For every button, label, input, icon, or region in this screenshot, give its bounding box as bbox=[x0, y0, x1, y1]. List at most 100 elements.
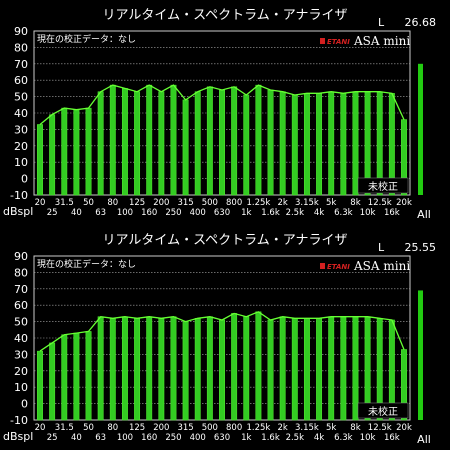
x-tick-label: 1k bbox=[241, 433, 251, 443]
all-level-bar bbox=[418, 63, 423, 195]
y-tick-label: -10 bbox=[10, 414, 28, 427]
x-tick-label: 100 bbox=[117, 433, 133, 443]
x-tick-label: 630 bbox=[214, 208, 230, 218]
y-tick-label: 90 bbox=[14, 25, 28, 38]
x-tick-label: 5k bbox=[326, 198, 336, 208]
y-tick-label: 80 bbox=[14, 41, 28, 54]
all-level-bar bbox=[418, 290, 423, 420]
x-tick-label: 315 bbox=[177, 198, 193, 208]
x-tick-label: 80 bbox=[107, 423, 118, 433]
x-tick-label: 25 bbox=[47, 208, 58, 218]
spectrum-bar bbox=[291, 94, 298, 196]
x-tick-label: 12.5k bbox=[368, 198, 392, 208]
x-tick-label: 400 bbox=[190, 433, 206, 443]
x-tick-label: 160 bbox=[141, 433, 157, 443]
spectrum-bar bbox=[316, 318, 323, 421]
x-tick-label: 20k bbox=[396, 198, 412, 208]
y-tick-label: 60 bbox=[14, 74, 28, 87]
x-tick-label: 3.15k bbox=[295, 423, 319, 433]
spectrum-bar bbox=[49, 342, 56, 421]
x-tick-label: 10k bbox=[360, 433, 376, 443]
all-label: All bbox=[417, 433, 431, 446]
spectrum-bar bbox=[134, 91, 141, 196]
spectrum-bar bbox=[340, 93, 347, 196]
y-tick-label: 10 bbox=[14, 156, 28, 169]
spectrum-bar bbox=[328, 91, 335, 196]
x-tick-label: 2.5k bbox=[286, 433, 305, 443]
spectrum-bar bbox=[182, 99, 189, 196]
calibration-label: 現在の校正データ：なし bbox=[37, 258, 136, 270]
x-tick-label: 125 bbox=[129, 423, 145, 433]
x-tick-label: 12.5k bbox=[368, 423, 392, 433]
unit-label: dBspl bbox=[3, 430, 33, 443]
x-tick-label: 8k bbox=[350, 198, 360, 208]
x-tick-label: 40 bbox=[71, 208, 82, 218]
all-label: All bbox=[417, 208, 431, 221]
spectrum-bar bbox=[73, 109, 80, 196]
y-tick-label: 0 bbox=[21, 398, 28, 411]
x-tick-label: 25 bbox=[47, 433, 58, 443]
spectrum-bar bbox=[194, 318, 201, 421]
spectrum-bar bbox=[255, 84, 262, 196]
brand-logo-text: ETANI bbox=[327, 263, 350, 271]
spectrum-bar bbox=[243, 94, 250, 196]
x-tick-label: 250 bbox=[165, 433, 181, 443]
spectrum-bar bbox=[328, 316, 335, 421]
x-tick-label: 1.25k bbox=[246, 198, 270, 208]
x-tick-label: 315 bbox=[177, 423, 193, 433]
x-tick-label: 8k bbox=[350, 423, 360, 433]
spectrum-bar bbox=[352, 91, 359, 196]
spectrum-bar bbox=[170, 84, 177, 196]
spectrum-bar bbox=[352, 316, 359, 421]
x-tick-label: 50 bbox=[83, 198, 94, 208]
x-tick-label: 5k bbox=[326, 423, 336, 433]
channel-label: L bbox=[378, 241, 385, 254]
x-tick-label: 400 bbox=[190, 208, 206, 218]
spectrum-bar bbox=[146, 84, 153, 196]
spectrum-envelope bbox=[39, 84, 405, 126]
spectrum-bar bbox=[194, 91, 201, 196]
x-tick-label: 1.6k bbox=[261, 433, 280, 443]
brand-name: ASA mini bbox=[353, 34, 410, 48]
brand-logo: ETANI ASA mini bbox=[320, 259, 410, 273]
panel-title: リアルタイム・スペクトラム・アナライザ bbox=[102, 8, 347, 23]
x-tick-label: 31.5 bbox=[55, 198, 74, 208]
uncalibrated-badge-box bbox=[357, 402, 409, 419]
y-tick-label: 30 bbox=[14, 123, 28, 136]
spectrum-bar bbox=[206, 316, 213, 421]
x-tick-label: 16k bbox=[384, 433, 400, 443]
x-tick-label: 4k bbox=[314, 433, 324, 443]
y-tick-label: 40 bbox=[14, 332, 28, 345]
spectrum-bar bbox=[109, 318, 116, 421]
spectrum-bar bbox=[279, 316, 286, 421]
spectrum-panel-1: リアルタイム・スペクトラム・アナライザ L 26.68908070605040302… bbox=[3, 8, 436, 221]
spectrum-bar bbox=[97, 316, 104, 421]
spectrum-bar bbox=[61, 334, 68, 421]
y-tick-label: 90 bbox=[14, 250, 28, 263]
x-tick-label: 630 bbox=[214, 433, 230, 443]
x-tick-label: 1.25k bbox=[246, 423, 270, 433]
spectrum-bar bbox=[206, 86, 213, 196]
spectrum-bar bbox=[255, 311, 262, 421]
spectrum-bar bbox=[121, 316, 128, 421]
x-tick-label: 800 bbox=[226, 198, 242, 208]
x-tick-label: 200 bbox=[153, 423, 169, 433]
y-tick-label: 30 bbox=[14, 348, 28, 361]
spectrum-bar bbox=[134, 318, 141, 421]
y-tick-label: 60 bbox=[14, 299, 28, 312]
x-tick-label: 40 bbox=[71, 433, 82, 443]
x-tick-label: 250 bbox=[165, 208, 181, 218]
spectrum-bar bbox=[37, 350, 43, 421]
x-tick-label: 800 bbox=[226, 423, 242, 433]
unit-label: dBspl bbox=[3, 205, 33, 218]
spectrum-panel-2: リアルタイム・スペクトラム・アナライザ L 25.55908070605040302… bbox=[3, 233, 436, 446]
y-tick-label: 10 bbox=[14, 381, 28, 394]
uncalibrated-badge: 未校正 bbox=[368, 405, 398, 418]
x-tick-label: 63 bbox=[95, 433, 106, 443]
x-tick-label: 1.6k bbox=[261, 208, 280, 218]
x-tick-label: 160 bbox=[141, 208, 157, 218]
spectrum-bar bbox=[231, 86, 238, 196]
spectrum-bar bbox=[121, 88, 128, 196]
x-tick-label: 20 bbox=[35, 423, 46, 433]
